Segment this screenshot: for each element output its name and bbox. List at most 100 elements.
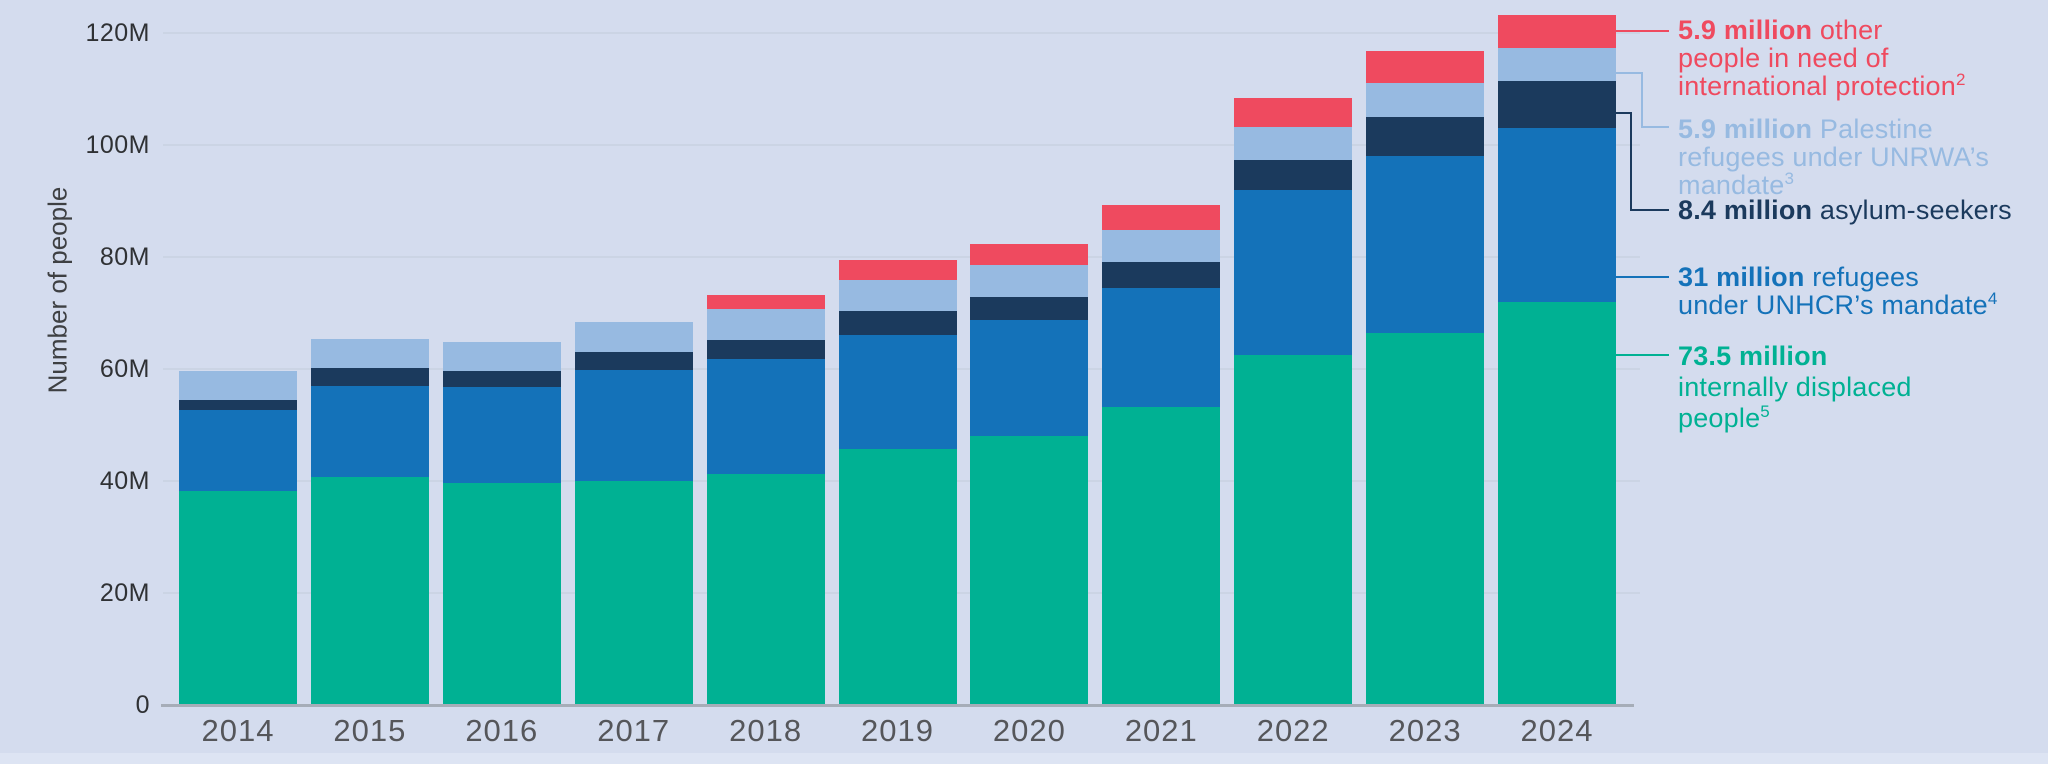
legend-text-asylum: asylum-seekers (1812, 195, 2012, 225)
gridline-120M (163, 32, 1640, 34)
segment-2023-oip (1366, 50, 1485, 84)
segment-2024-oip (1498, 15, 1616, 49)
bottom-edge-strip (0, 753, 2048, 764)
legend-text-refugees: under UNHCR’s mandate (1678, 290, 1988, 320)
segment-2018-oip (706, 295, 825, 310)
legend-entry-asylum: 8.4 million asylum-seekers (1678, 196, 2012, 224)
segment-2017-unrwa (574, 321, 693, 353)
segment-2022-refugees (1234, 190, 1353, 355)
segment-2024-refugees (1498, 128, 1616, 302)
legend-text-unrwa: mandate (1678, 170, 1785, 200)
segment-2023-refugees (1366, 155, 1485, 333)
x-label-2022: 2022 (1256, 713, 1330, 748)
segment-2021-asylum (1102, 262, 1221, 288)
segment-2016-unrwa (442, 341, 561, 372)
legend-entry-idp-line-2: internally displaced (1678, 372, 1912, 403)
segment-2019-refugees (838, 334, 957, 450)
segment-2021-refugees (1102, 287, 1221, 408)
x-axis-baseline (161, 704, 1634, 707)
legend-entry-idp-line-1: 73.5 million (1678, 341, 1912, 372)
segment-2016-asylum (442, 371, 561, 387)
legend-entry-refugees-line-2: under UNHCR’s mandate4 (1678, 289, 1998, 320)
x-label-2018: 2018 (729, 713, 803, 748)
footnote-marker-idp: 5 (1760, 402, 1770, 421)
legend-text-oip: other (1812, 15, 1883, 45)
segment-2014-refugees (179, 410, 297, 492)
legend-entry-refugees-line-1: 31 million refugees (1678, 263, 1998, 291)
segment-2017-idp (574, 481, 693, 705)
segment-2018-unrwa (706, 309, 825, 340)
segment-2023-asylum (1366, 117, 1485, 156)
segment-2022-asylum (1234, 160, 1353, 191)
y-tick-label-60M: 60M (99, 355, 150, 383)
segment-2015-refugees (310, 386, 429, 477)
segment-2018-idp (706, 473, 825, 705)
legend-entry-oip-line-3: international protection2 (1678, 70, 1966, 101)
y-tick-label-80M: 80M (99, 243, 150, 271)
segment-2014-idp (179, 491, 297, 705)
y-tick-label-100M: 100M (85, 131, 150, 159)
segment-2017-asylum (574, 352, 693, 370)
segment-2018-asylum (706, 339, 825, 360)
legend-text-idp: people (1678, 403, 1761, 433)
y-tick-label-0: 0 (135, 691, 150, 719)
legend-entry-oip: 5.9 million other people in need of intern… (1678, 16, 1966, 100)
legend-entry-unrwa: 5.9 million Palestine refugees under UNRW… (1678, 115, 1989, 199)
legend-entry-idp: 73.5 million internally displaced people5 (1678, 341, 1912, 434)
segment-2019-unrwa (838, 279, 957, 312)
segment-2021-oip (1102, 204, 1221, 230)
segment-2015-idp (310, 476, 429, 705)
legend-value-idp: 73.5 million (1678, 341, 1828, 371)
legend-entry-idp-line-3: people5 (1678, 403, 1912, 434)
segment-2014-unrwa (179, 371, 297, 401)
legend-value-refugees: 31 million (1678, 262, 1805, 292)
segment-2020-idp (970, 436, 1089, 705)
segment-2022-oip (1234, 97, 1353, 128)
legend-entry-unrwa-line-1: 5.9 million Palestine (1678, 115, 1989, 143)
legend-entry-unrwa-line-3: mandate3 (1678, 169, 1989, 200)
segment-2023-idp (1366, 332, 1485, 705)
segment-2016-refugees (442, 386, 561, 484)
y-tick-label-120M: 120M (85, 19, 150, 47)
legend-text-oip: people in need of (1678, 43, 1889, 73)
segment-2019-idp (838, 449, 957, 705)
y-tick-label-20M: 20M (99, 579, 150, 607)
x-label-2023: 2023 (1388, 713, 1462, 748)
footnote-marker-refugees: 4 (1987, 289, 1998, 308)
segment-2015-unrwa (310, 339, 429, 369)
segment-2020-unrwa (970, 265, 1089, 298)
x-label-2016: 2016 (465, 713, 539, 748)
legend-text-idp: internally displaced (1678, 372, 1912, 402)
x-label-2019: 2019 (861, 713, 934, 748)
legend-entry-oip-line-2: people in need of (1678, 44, 1966, 72)
segment-2024-unrwa (1498, 48, 1616, 82)
segment-2024-idp (1498, 301, 1616, 705)
legend-text-unrwa: refugees under UNRWA’s (1678, 142, 1990, 172)
legend-entry-refugees: 31 million refugees under UNHCR’s mandate… (1678, 263, 1998, 319)
segment-2020-refugees (970, 320, 1089, 437)
segment-2016-idp (442, 483, 561, 705)
footnote-marker-unrwa: 3 (1784, 169, 1795, 188)
y-tick-label-40M: 40M (99, 467, 150, 495)
segment-2019-asylum (838, 311, 957, 335)
legend-leader-asylum (1615, 112, 1669, 211)
segment-2021-unrwa (1102, 229, 1221, 263)
legend-entry-asylum-line-1: 8.4 million asylum-seekers (1678, 196, 2012, 224)
segment-2022-idp (1234, 355, 1353, 705)
segment-2023-unrwa (1366, 83, 1485, 117)
x-label-2021: 2021 (1124, 713, 1198, 748)
legend-entry-unrwa-line-2: refugees under UNRWA’s (1678, 143, 1989, 171)
segment-2019-oip (838, 259, 957, 280)
segment-2017-refugees (574, 369, 693, 481)
segment-2020-asylum (970, 297, 1089, 321)
x-label-2015: 2015 (333, 713, 407, 748)
legend-text-refugees: refugees (1804, 262, 1919, 292)
footnote-marker-oip: 2 (1955, 70, 1966, 89)
x-label-2024: 2024 (1520, 713, 1594, 748)
x-label-2020: 2020 (992, 713, 1066, 748)
legend-entry-oip-line-1: 5.9 million other (1678, 16, 1966, 44)
gridline-100M (163, 144, 1640, 146)
legend-text-oip: international protection (1678, 71, 1956, 101)
